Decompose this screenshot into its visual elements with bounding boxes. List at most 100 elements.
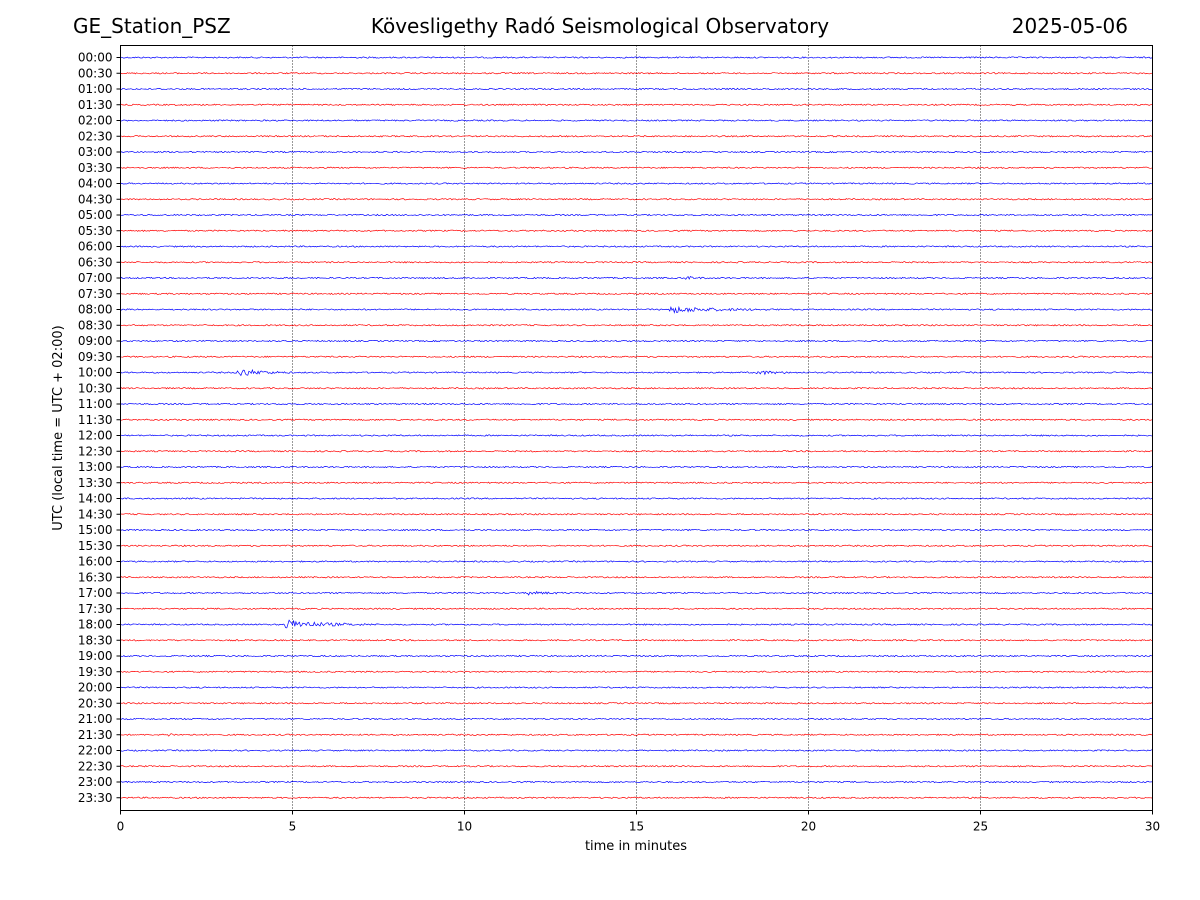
trace-1330 [120, 481, 1153, 484]
y-tick-label: 15:30 [78, 539, 113, 553]
trace-1100 [120, 402, 1153, 406]
trace-1000 [120, 368, 1153, 377]
y-tick-label: 02:00 [78, 114, 113, 128]
y-tick-label: 23:00 [78, 775, 113, 789]
y-tick-label: 17:30 [78, 602, 113, 616]
y-tick-label: 03:30 [78, 161, 113, 175]
y-tick-label: 06:30 [78, 255, 113, 269]
trace-1130 [120, 418, 1153, 421]
x-tick-label: 10 [457, 820, 472, 834]
trace-0530 [120, 229, 1153, 232]
trace-0700 [120, 275, 1153, 280]
y-tick-label: 22:30 [78, 759, 113, 773]
y-tick-label: 11:00 [78, 397, 113, 411]
y-tick-label: 20:00 [78, 681, 113, 695]
trace-1730 [120, 607, 1153, 610]
x-axis-ticks: 0 5 10 15 20 25 30 [117, 810, 1160, 834]
y-tick-label: 04:00 [78, 177, 113, 191]
x-tick-label: 25 [973, 820, 988, 834]
trace-0830 [120, 324, 1153, 327]
trace-1900 [120, 654, 1153, 658]
trace-0000 [120, 56, 1153, 59]
trace-1300 [120, 465, 1153, 469]
y-tick-label: 16:00 [78, 555, 113, 569]
y-tick-label: 02:30 [78, 129, 113, 143]
y-tick-label: 21:00 [78, 712, 113, 726]
trace-0200 [120, 119, 1153, 122]
y-axis-label: UTC (local time = UTC + 02:00) [51, 325, 66, 530]
grid-lines [292, 45, 981, 811]
y-tick-label: 18:00 [78, 618, 113, 632]
y-tick-label: 16:30 [78, 570, 113, 584]
y-tick-label: 09:00 [78, 334, 113, 348]
trace-0900 [120, 339, 1153, 343]
trace-1700 [120, 590, 1153, 596]
y-tick-label: 08:00 [78, 303, 113, 317]
y-tick-label: 14:00 [78, 492, 113, 506]
trace-1400 [120, 497, 1153, 500]
y-tick-label: 08:30 [78, 318, 113, 332]
y-tick-label: 18:30 [78, 633, 113, 647]
trace-2230 [120, 765, 1153, 768]
y-tick-label: 03:00 [78, 145, 113, 159]
x-tick-label: 30 [1145, 820, 1160, 834]
x-axis-label: time in minutes [585, 839, 687, 854]
trace-2000 [120, 686, 1153, 689]
y-tick-label: 06:00 [78, 240, 113, 254]
trace-0030 [120, 72, 1153, 75]
y-tick-label: 01:00 [78, 82, 113, 96]
y-tick-label: 23:30 [78, 791, 113, 805]
y-tick-label: 19:30 [78, 665, 113, 679]
y-tick-label: 10:00 [78, 366, 113, 380]
y-tick-label: 22:00 [78, 744, 113, 758]
y-tick-label: 20:30 [78, 696, 113, 710]
trace-0930 [120, 355, 1153, 358]
station-name: GE_Station_PSZ [73, 14, 231, 38]
trace-1930 [120, 670, 1153, 673]
trace-0730 [120, 292, 1153, 295]
trace-1800 [120, 619, 1153, 629]
trace-1230 [120, 450, 1153, 453]
y-tick-label: 13:30 [78, 476, 113, 490]
x-tick-label: 5 [289, 820, 297, 834]
y-tick-label: 11:30 [78, 413, 113, 427]
trace-1830 [120, 639, 1153, 642]
trace-0800 [120, 305, 1153, 314]
trace-0430 [120, 198, 1153, 201]
trace-0330 [120, 166, 1153, 169]
y-tick-label: 15:00 [78, 523, 113, 537]
y-tick-label: 17:00 [78, 586, 113, 600]
y-tick-label: 07:00 [78, 271, 113, 285]
y-tick-label: 00:00 [78, 51, 113, 65]
trace-0500 [120, 213, 1153, 217]
trace-0230 [120, 135, 1153, 138]
trace-2300 [120, 780, 1153, 784]
trace-0630 [120, 261, 1153, 264]
y-tick-label: 19:00 [78, 649, 113, 663]
trace-1630 [120, 576, 1153, 579]
y-tick-label: 13:00 [78, 460, 113, 474]
y-tick-label: 00:30 [78, 66, 113, 80]
y-tick-label: 14:30 [78, 507, 113, 521]
trace-0100 [120, 87, 1153, 91]
y-tick-label: 05:00 [78, 208, 113, 222]
trace-2100 [120, 717, 1153, 721]
trace-1500 [120, 528, 1153, 532]
chart-title: Kövesligethy Radó Seismological Observat… [370, 14, 830, 38]
trace-0130 [120, 103, 1153, 106]
y-tick-label: 10:30 [78, 381, 113, 395]
seismogram-traces [120, 56, 1153, 799]
y-tick-label: 05:30 [78, 224, 113, 238]
y-tick-label: 09:30 [78, 350, 113, 364]
trace-0600 [120, 245, 1153, 248]
trace-0300 [120, 150, 1153, 154]
y-tick-label: 12:30 [78, 444, 113, 458]
x-tick-label: 20 [801, 820, 816, 834]
trace-1430 [120, 513, 1153, 516]
trace-1200 [120, 434, 1153, 437]
trace-0400 [120, 182, 1153, 185]
chart-date: 2025-05-06 [1011, 14, 1128, 38]
x-tick-label: 0 [117, 820, 125, 834]
